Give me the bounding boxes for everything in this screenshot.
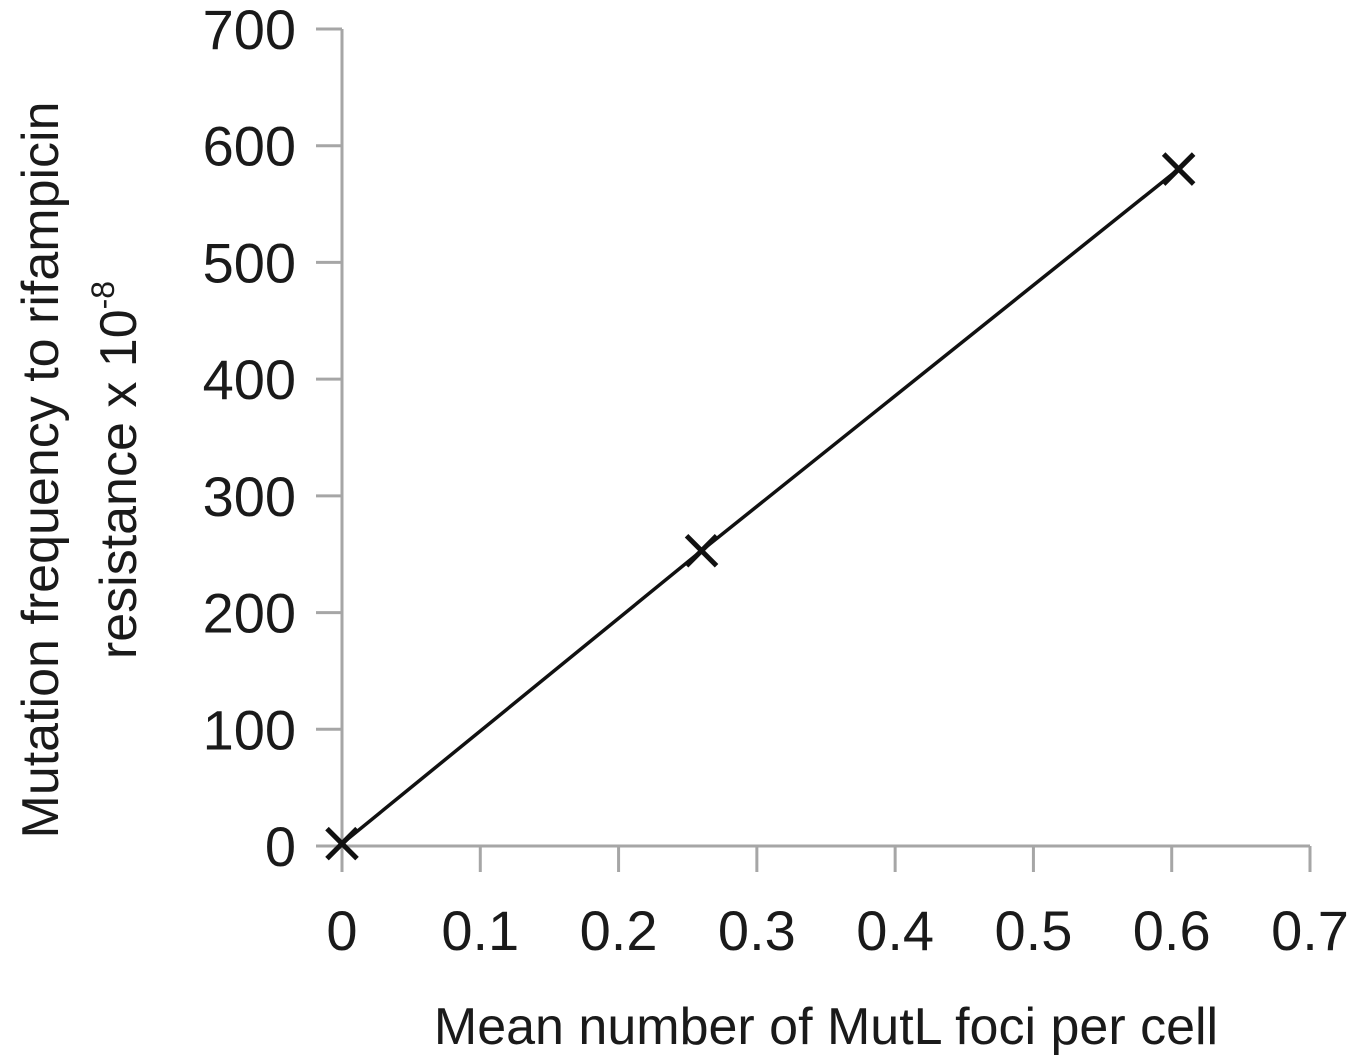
data-point-marker: [684, 533, 719, 568]
y-tick-label: 100: [203, 698, 296, 761]
data-point-marker: [1161, 152, 1196, 186]
y-tick-label: 200: [203, 582, 296, 645]
y-tick-label: 600: [203, 115, 296, 178]
y-tick-label: 700: [203, 0, 296, 61]
marker-stroke: [325, 826, 359, 861]
x-tick-label: 0.2: [580, 899, 658, 962]
marker-stroke: [684, 533, 719, 568]
x-tick-label: 0.6: [1133, 899, 1211, 962]
x-tick-label: 0.1: [441, 899, 519, 962]
y-axis-title-line2: resistance x 10-8: [85, 281, 148, 659]
x-tick-label: 0.5: [994, 899, 1072, 962]
x-tick-label: 0: [326, 899, 357, 962]
series-layer: [325, 152, 1196, 861]
y-axis-title-line1: Mutation frequency to rifampicin: [12, 101, 70, 838]
y-axis-title-superscript: -8: [85, 281, 121, 309]
x-tick-label: 0.3: [718, 899, 796, 962]
x-tick-label: 0.4: [856, 899, 934, 962]
x-tick-label: 0.7: [1271, 899, 1349, 962]
x-axis-title: Mean number of MutL foci per cell: [434, 998, 1218, 1056]
series-line: [340, 167, 1180, 846]
y-tick-label: 400: [203, 348, 296, 411]
axes-layer: [340, 29, 1310, 848]
ticks-layer: 0 100 200 300 400 500 600 700 0 0.1 0.2 0.3 0.4 0.5 0.…: [203, 0, 1349, 962]
y-axis-title-line2-text: resistance x 10: [90, 309, 148, 659]
y-axis-title: Mutation frequency to rifampicin resista…: [12, 101, 148, 838]
y-tick-label: 300: [203, 465, 296, 528]
y-tick-label: 500: [203, 231, 296, 294]
y-tick-label: 0: [265, 815, 296, 878]
marker-stroke: [1161, 152, 1196, 186]
data-point-marker: [325, 826, 359, 861]
